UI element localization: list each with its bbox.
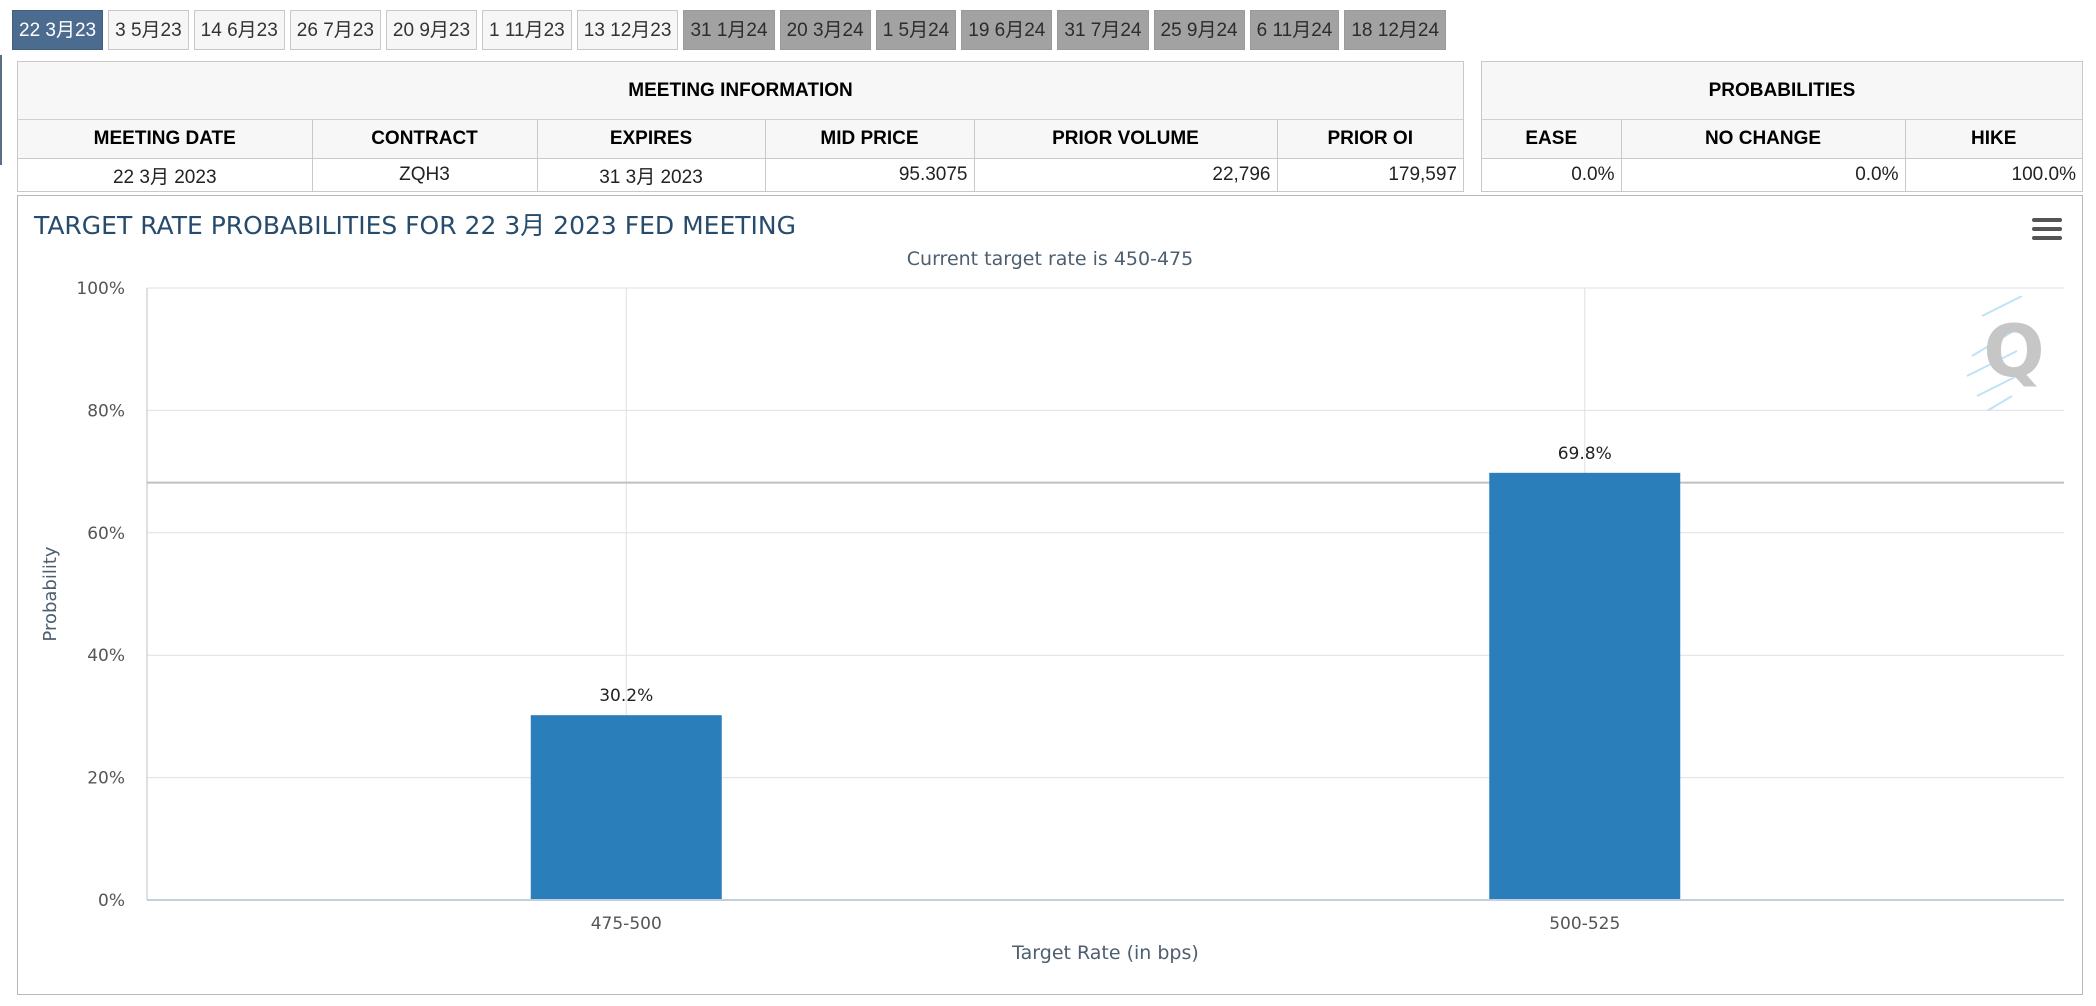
probabilities-header-0: EASE bbox=[1482, 120, 1622, 159]
tab-meeting-4[interactable]: 20 9月23 bbox=[385, 10, 478, 50]
meeting-info-header-0: MEETING DATE bbox=[18, 120, 313, 159]
meeting-info-cell-0: 22 3月 2023 bbox=[18, 158, 313, 191]
bar-0 bbox=[530, 715, 722, 900]
tab-meeting-11[interactable]: 31 7月24 bbox=[1057, 10, 1149, 50]
probabilities-table: EASE NO CHANGE HIKE 0.0% 0.0% 100.0% bbox=[1482, 120, 2082, 191]
tab-meeting-9[interactable]: 1 5月24 bbox=[875, 10, 957, 50]
tab-meeting-8[interactable]: 20 3月24 bbox=[779, 10, 871, 50]
left-edge-bar bbox=[0, 55, 2, 165]
tab-meeting-6[interactable]: 13 12月23 bbox=[576, 10, 679, 50]
data-label-0: 30.2% bbox=[599, 686, 653, 706]
probabilities-header-1: NO CHANGE bbox=[1620, 120, 1906, 159]
y-axis-title: Probability bbox=[40, 546, 61, 641]
tab-meeting-14[interactable]: 18 12月24 bbox=[1344, 10, 1447, 50]
meeting-info-cell-2: 31 3月 2023 bbox=[536, 158, 766, 191]
tab-meeting-5[interactable]: 1 11月23 bbox=[482, 10, 572, 50]
bar-1 bbox=[1489, 472, 1681, 900]
y-tick-label-1: 20% bbox=[87, 769, 125, 789]
tab-meeting-0[interactable]: 22 3月23 bbox=[12, 10, 104, 50]
tab-meeting-7[interactable]: 31 1月24 bbox=[683, 10, 775, 50]
data-label-1: 69.8% bbox=[1558, 444, 1612, 464]
tab-meeting-1[interactable]: 3 5月23 bbox=[108, 10, 189, 50]
probabilities-panel: PROBABILITIES EASE NO CHANGE HIKE 0.0% 0.0%… bbox=[1481, 61, 2083, 192]
tab-meeting-12[interactable]: 25 9月24 bbox=[1153, 10, 1245, 50]
probabilities-cell-0: 0.0% bbox=[1482, 158, 1622, 191]
probabilities-cell-1: 0.0% bbox=[1620, 158, 1906, 191]
meeting-information-caption: MEETING INFORMATION bbox=[18, 62, 1463, 120]
tab-meeting-10[interactable]: 19 6月24 bbox=[961, 10, 1053, 50]
tab-meeting-13[interactable]: 6 11月24 bbox=[1249, 10, 1340, 50]
probabilities-data-row: 0.0% 0.0% 100.0% bbox=[1482, 158, 2082, 191]
meeting-info-header-2: EXPIRES bbox=[536, 120, 766, 159]
x-tick-label-0: 475-500 bbox=[591, 914, 662, 934]
meeting-info-cell-4: 22,796 bbox=[973, 158, 1278, 191]
chart-title: TARGET RATE PROBABILITIES FOR 22 3月 2023… bbox=[34, 211, 796, 240]
meeting-information-table: MEETING DATE CONTRACT EXPIRES MID PRICE PRIO… bbox=[18, 120, 1463, 191]
y-tick-label-0: 0% bbox=[98, 891, 125, 911]
meeting-tabs: 22 3月23 3 5月23 14 6月23 26 7月23 20 9月23 1 11月2… bbox=[12, 10, 1447, 50]
svg-text:Q: Q bbox=[1983, 309, 2044, 393]
meeting-information-header-row: MEETING DATE CONTRACT EXPIRES MID PRICE PRIO… bbox=[18, 120, 1463, 159]
target-rate-chart: TARGET RATE PROBABILITIES FOR 22 3月 2023… bbox=[17, 195, 2083, 995]
meeting-info-header-4: PRIOR VOLUME bbox=[973, 120, 1278, 159]
tab-meeting-2[interactable]: 14 6月23 bbox=[193, 10, 285, 50]
x-axis-title: Target Rate (in bps) bbox=[1011, 942, 1199, 964]
probabilities-cell-2: 100.0% bbox=[1904, 158, 2082, 191]
meeting-info-header-1: CONTRACT bbox=[311, 120, 538, 159]
y-tick-label-5: 100% bbox=[76, 279, 125, 299]
probabilities-caption: PROBABILITIES bbox=[1482, 62, 2082, 120]
probabilities-header-2: HIKE bbox=[1904, 120, 2082, 159]
meeting-info-header-5: PRIOR OI bbox=[1276, 120, 1463, 159]
meeting-info-header-3: MID PRICE bbox=[764, 120, 975, 159]
meeting-information-panel: MEETING INFORMATION MEETING DATE CONTRACT… bbox=[17, 61, 1464, 192]
q-logo-icon: Q bbox=[1966, 296, 2045, 411]
chart-subtitle: Current target rate is 450-475 bbox=[906, 248, 1194, 270]
meeting-info-cell-1: ZQH3 bbox=[311, 158, 538, 191]
y-tick-label-2: 40% bbox=[87, 646, 125, 666]
meeting-information-data-row: 22 3月 2023 ZQH3 31 3月 2023 95.3075 22,796 179… bbox=[18, 158, 1463, 191]
meeting-info-cell-5: 179,597 bbox=[1276, 158, 1463, 191]
meeting-info-cell-3: 95.3075 bbox=[764, 158, 975, 191]
tab-meeting-3[interactable]: 26 7月23 bbox=[289, 10, 381, 50]
probabilities-header-row: EASE NO CHANGE HIKE bbox=[1482, 120, 2082, 159]
chart-plot: 0% 20% 40% 60% 80% 100% 30.2% 475-500 69.8% 500-5… bbox=[40, 279, 2064, 964]
hamburger-menu-icon[interactable] bbox=[2032, 218, 2062, 240]
y-tick-label-3: 60% bbox=[87, 524, 125, 544]
x-tick-label-1: 500-525 bbox=[1549, 914, 1620, 934]
y-tick-label-4: 80% bbox=[87, 401, 125, 421]
